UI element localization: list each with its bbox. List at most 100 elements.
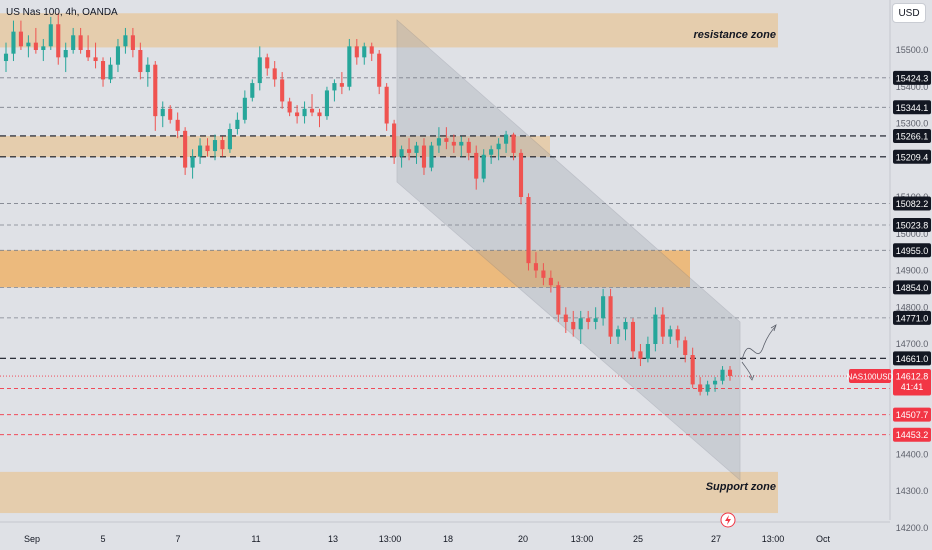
level-price-label: 14507.7 [896,410,929,420]
level-price-tag [893,218,931,233]
candle-body [690,355,695,385]
level-price-label: 15023.8 [896,221,929,231]
candle-body [421,145,427,168]
candle-body [481,154,486,179]
candle-body [713,380,718,385]
price-tick-label: 14200.0 [896,523,929,533]
level-price-tag [893,149,931,164]
symbol-tag [849,369,891,384]
candle-body [18,31,23,47]
candle-body [324,90,330,117]
candle-body [638,351,643,359]
level-price-label: 15082.2 [896,199,929,209]
time-tick-label: 5 [100,534,105,544]
resistance-zone [0,13,778,48]
candle-body [41,46,46,50]
candle-body [578,318,583,330]
candle-body [369,46,374,54]
projection-down-path [741,361,753,379]
candle-body [399,149,404,157]
candle-body [235,119,240,130]
candle-body [362,46,367,58]
candle-body [541,270,546,278]
price-axis-bg [890,0,932,550]
candle-body [332,83,337,91]
candle-body [250,83,255,98]
candle-body [280,79,285,102]
price-tick-label: 14700.0 [896,339,929,349]
candle-body [198,145,203,157]
candle-body [668,329,673,337]
candle-body [406,149,412,153]
candle-body [518,152,524,197]
level-price-tag [893,351,931,366]
arrow-down-icon [748,374,755,381]
candle-body [548,277,553,286]
candle-body [429,145,434,168]
candle-body [705,384,710,392]
candle-body [190,156,195,168]
candle-body [660,314,665,337]
price-tick-label: 15300.0 [896,119,929,129]
level-price-label: 14955.0 [896,246,929,256]
candle-body [63,50,68,58]
time-tick-label: 25 [633,534,643,544]
candle-body [630,321,636,352]
lightning-glyph [725,515,731,525]
candle-body [504,134,509,144]
candle-body [451,141,456,146]
candle-body [145,64,150,73]
candle-body [212,140,218,152]
mid-zone [0,135,550,157]
candle-body [56,24,61,58]
candle-body [205,145,210,152]
candle-body [168,108,173,120]
candle-body [130,35,135,50]
currency-button[interactable]: USD [892,3,926,23]
candle-body [354,46,359,58]
time-tick-label: 11 [251,534,260,544]
level-price-label: 14771.0 [896,313,929,323]
candle-body [175,119,180,131]
candle-body [11,31,16,54]
support-zone [0,471,778,514]
candle-body [220,140,225,150]
candle-body [309,108,315,113]
orange-zone [0,250,690,288]
candle-body [115,46,121,65]
level-price-tag [893,280,931,295]
candle-body [586,318,591,322]
candle-body [675,329,680,341]
level-price-label: 14854.0 [896,283,929,293]
time-tick-label: 7 [175,534,180,544]
price-tick-label: 14300.0 [896,486,929,496]
level-price-tag [893,100,931,115]
time-tick-label: 13:00 [762,534,785,544]
candle-body [78,35,83,50]
candle-body [511,134,516,153]
candle-body [474,152,479,179]
candle-body [3,53,9,62]
price-tick-label: 15400.0 [896,82,929,92]
candle-body [727,369,733,376]
candle-body [384,86,389,124]
level-price-tag [893,407,931,422]
candle-body [698,384,703,392]
candle-body [48,24,53,47]
price-tick-label: 15500.0 [896,45,929,55]
candle-body [153,64,158,117]
level-price-tag [893,310,931,325]
candle-body [377,53,382,87]
candle-body [317,112,322,117]
current-price-tag [893,369,931,394]
projection-up-path [741,325,777,361]
candle-body [563,314,568,322]
time-tick-label: Oct [816,534,831,544]
candle-body [615,329,621,337]
candle-body [436,138,441,146]
time-tick-label: 13 [328,534,338,544]
candle-body [444,138,449,142]
candle-body [556,285,561,315]
